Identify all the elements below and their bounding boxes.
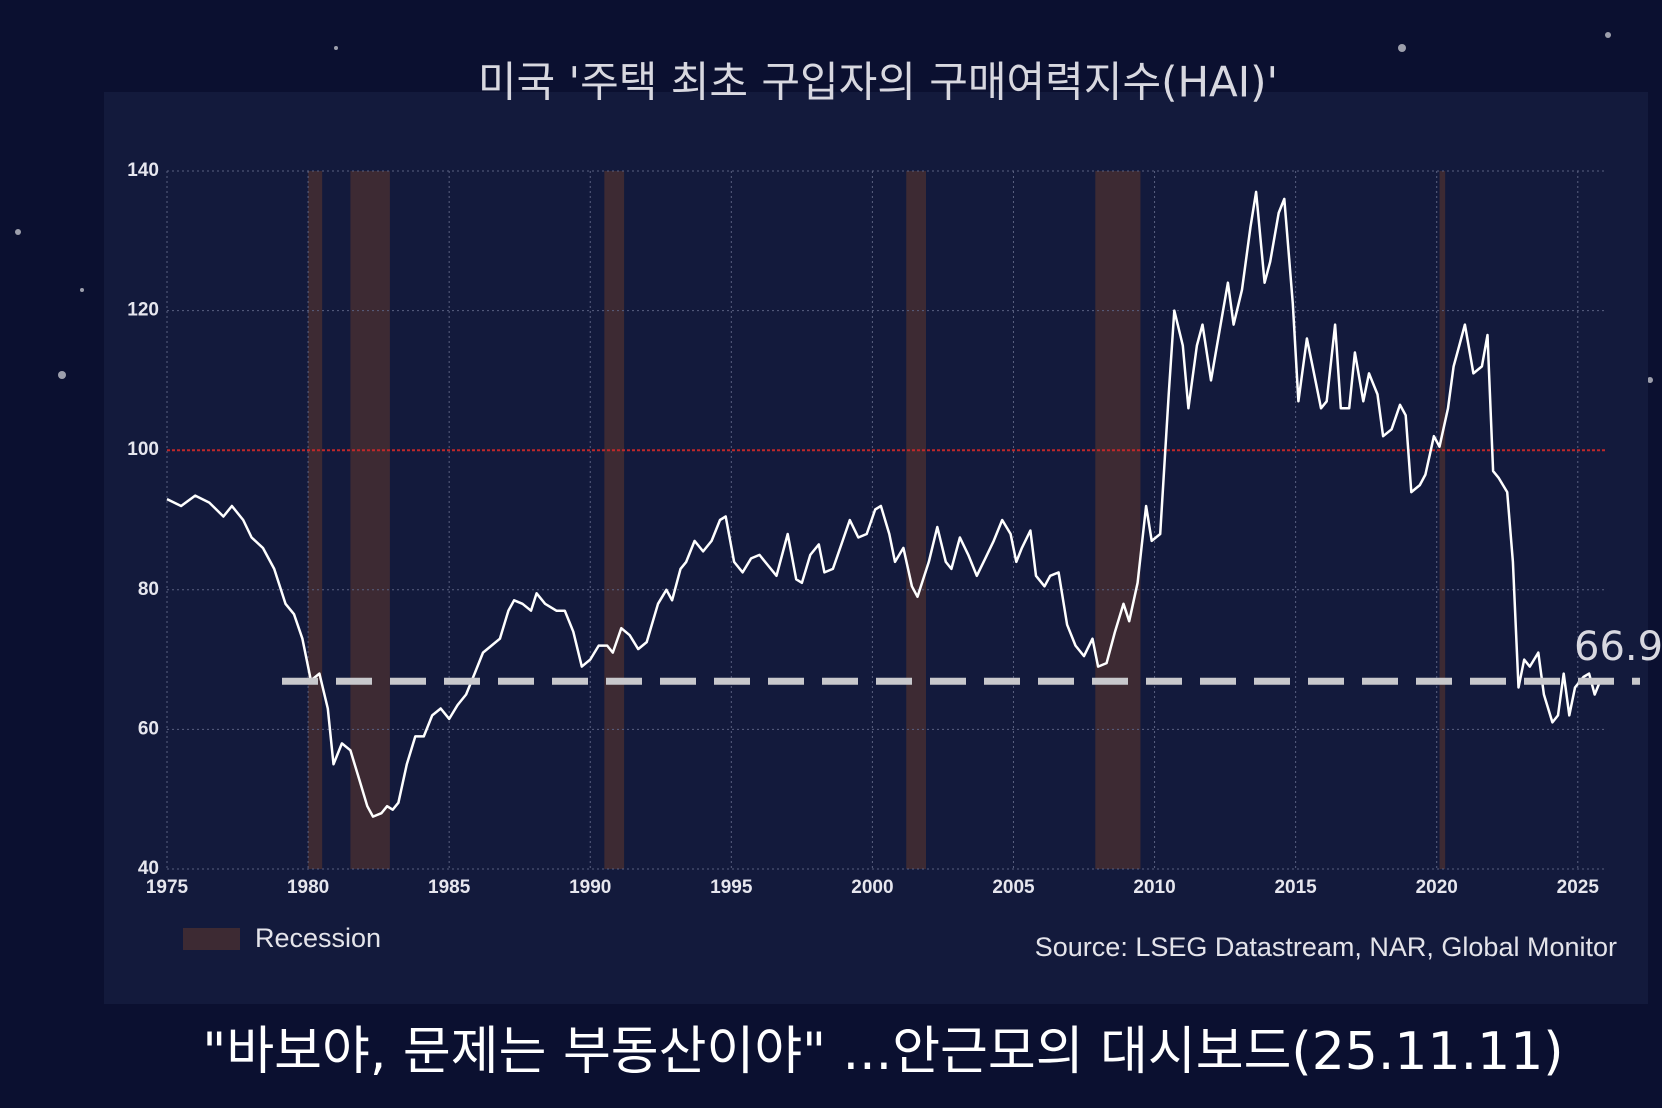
y-tick-label: 80	[138, 579, 159, 600]
x-tick-label: 2010	[1133, 877, 1175, 898]
chart-title: 미국 '주택 최초 구입자의 구매여력지수(HAI)'	[478, 58, 1278, 107]
x-tick-label: 2000	[851, 877, 893, 898]
legend-label: Recession	[255, 923, 381, 953]
y-tick-label: 100	[127, 439, 159, 460]
y-tick-label: 60	[138, 718, 159, 739]
recession-band	[1095, 171, 1141, 869]
recession-band	[604, 171, 625, 869]
recession-band	[1439, 171, 1446, 869]
stars	[15, 32, 1653, 383]
x-tick-label: 2005	[992, 877, 1035, 898]
y-tick-label: 40	[138, 858, 159, 879]
x-tick-label: 2015	[1274, 877, 1317, 898]
x-tick-label: 1980	[287, 877, 329, 898]
recession-band	[308, 171, 323, 869]
chart-panel	[104, 92, 1648, 1004]
caption: "바보야, 문제는 부동산이야" ...안근모의 대시보드(25.11.11)	[202, 1022, 1563, 1082]
x-tick-label: 1975	[146, 877, 189, 898]
x-tick-label: 2020	[1416, 877, 1458, 898]
legend-swatch	[183, 928, 240, 950]
x-tick-label: 1995	[710, 877, 753, 898]
source: Source: LSEG Datastream, NAR, Global Mon…	[1035, 932, 1617, 962]
x-tick-label: 2025	[1557, 877, 1600, 898]
y-tick-label: 140	[127, 160, 159, 181]
y-tick-label: 120	[127, 300, 159, 321]
x-tick-label: 1985	[428, 877, 471, 898]
x-tick-label: 1990	[569, 877, 611, 898]
recession-band	[350, 171, 390, 869]
reference-label: 66.9	[1574, 624, 1662, 670]
data-line	[166, 190, 1602, 818]
recession-band	[906, 171, 927, 869]
